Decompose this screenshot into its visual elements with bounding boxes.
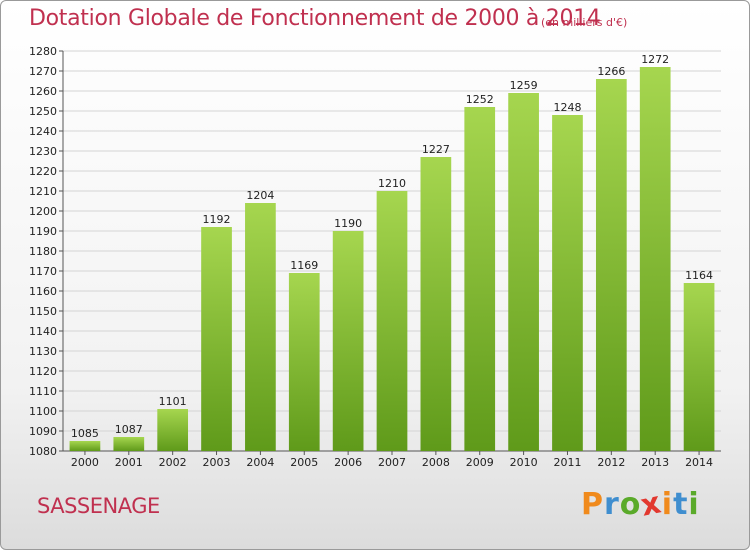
x-tick-label: 2005 (290, 456, 318, 469)
y-tick-label: 1100 (29, 405, 57, 418)
logo-letter: r (604, 487, 620, 522)
x-tick-label: 2011 (553, 456, 581, 469)
y-tick-label: 1280 (29, 45, 57, 58)
x-tick-label: 2014 (685, 456, 713, 469)
x-tick-label: 2000 (71, 456, 99, 469)
logo-letter: P (581, 487, 604, 522)
logo-letter: i (661, 487, 674, 522)
data-label: 1085 (71, 427, 99, 440)
x-tick-label: 2009 (466, 456, 494, 469)
data-label: 1101 (159, 395, 187, 408)
bar (464, 107, 496, 451)
y-tick-label: 1110 (29, 385, 57, 398)
bar (288, 273, 320, 451)
data-labels: 1085 1087 1101 1192 1204 1169 1190 1210 1227 1252… (71, 53, 713, 440)
bar (683, 283, 715, 451)
x-tick-label: 2006 (334, 456, 362, 469)
bar (113, 437, 145, 451)
bar (201, 227, 232, 451)
bar (376, 191, 408, 451)
bar (508, 93, 539, 451)
x-tick-label: 2001 (115, 456, 143, 469)
x-tick-label: 2012 (597, 456, 625, 469)
data-label: 1087 (115, 423, 143, 436)
data-label: 1169 (290, 259, 318, 272)
y-tick-label: 1240 (29, 125, 57, 138)
x-tick-label: 2010 (510, 456, 538, 469)
y-tick-label: 1120 (29, 365, 57, 378)
logo-letter: i (688, 487, 700, 522)
bar (552, 115, 583, 451)
y-tick-label: 1230 (29, 145, 57, 158)
y-tick-label: 1170 (29, 265, 57, 278)
x-tick-label: 2008 (422, 456, 450, 469)
x-tick-label: 2013 (641, 456, 669, 469)
y-tick-label: 1210 (29, 185, 57, 198)
data-label: 1190 (334, 217, 362, 230)
y-tick-label: 1260 (29, 85, 57, 98)
y-tick-label: 1140 (29, 325, 57, 338)
city-name: SASSENAGE (37, 494, 160, 518)
bar (69, 441, 101, 451)
bar (420, 157, 452, 451)
y-tick-label: 1190 (29, 225, 57, 238)
data-label: 1272 (641, 53, 669, 66)
data-label: 1227 (422, 143, 450, 156)
x-tick-labels: 2000 2001 2002 2003 2004 2005 2006 2007 2008 2009… (71, 456, 713, 469)
data-label: 1252 (466, 93, 494, 106)
data-label: 1204 (246, 189, 274, 202)
data-label: 1259 (510, 79, 538, 92)
y-tick-label: 1200 (29, 205, 57, 218)
bar-chart: 1080 1090 1100 1110 1120 1130 1140 1150 1160 1170… (29, 45, 721, 469)
data-label: 1210 (378, 177, 406, 190)
bar (595, 79, 627, 451)
data-label: 1164 (685, 269, 713, 282)
chart-title: Dotation Globale de Fonctionnement de 20… (29, 6, 601, 31)
y-tick-labels: 1080 1090 1100 1110 1120 1130 1140 1150 1160 1170… (29, 45, 57, 458)
y-tick-label: 1160 (29, 285, 57, 298)
x-tick-label: 2002 (159, 456, 187, 469)
proxiti-logo[interactable]: Proxiti (581, 485, 700, 523)
bar (332, 231, 364, 451)
logo-letter: t (673, 487, 689, 522)
y-tick-label: 1150 (29, 305, 57, 318)
y-tick-label: 1130 (29, 345, 57, 358)
logo-letter: o (619, 487, 642, 522)
y-tick-label: 1090 (29, 425, 57, 438)
y-tick-label: 1220 (29, 165, 57, 178)
x-tick-label: 2004 (246, 456, 274, 469)
x-tick-label: 2003 (203, 456, 231, 469)
bar (157, 409, 189, 451)
bars (69, 67, 715, 451)
y-tick-label: 1080 (29, 445, 57, 458)
x-tick-label: 2007 (378, 456, 406, 469)
data-label: 1192 (203, 213, 231, 226)
y-tick-label: 1250 (29, 105, 57, 118)
data-label: 1266 (597, 65, 625, 78)
data-label: 1248 (553, 101, 581, 114)
chart-subtitle: (en milliers d'€) (541, 16, 628, 29)
y-tick-label: 1270 (29, 65, 57, 78)
bar (245, 203, 276, 451)
y-tick-label: 1180 (29, 245, 57, 258)
bar (639, 67, 671, 451)
